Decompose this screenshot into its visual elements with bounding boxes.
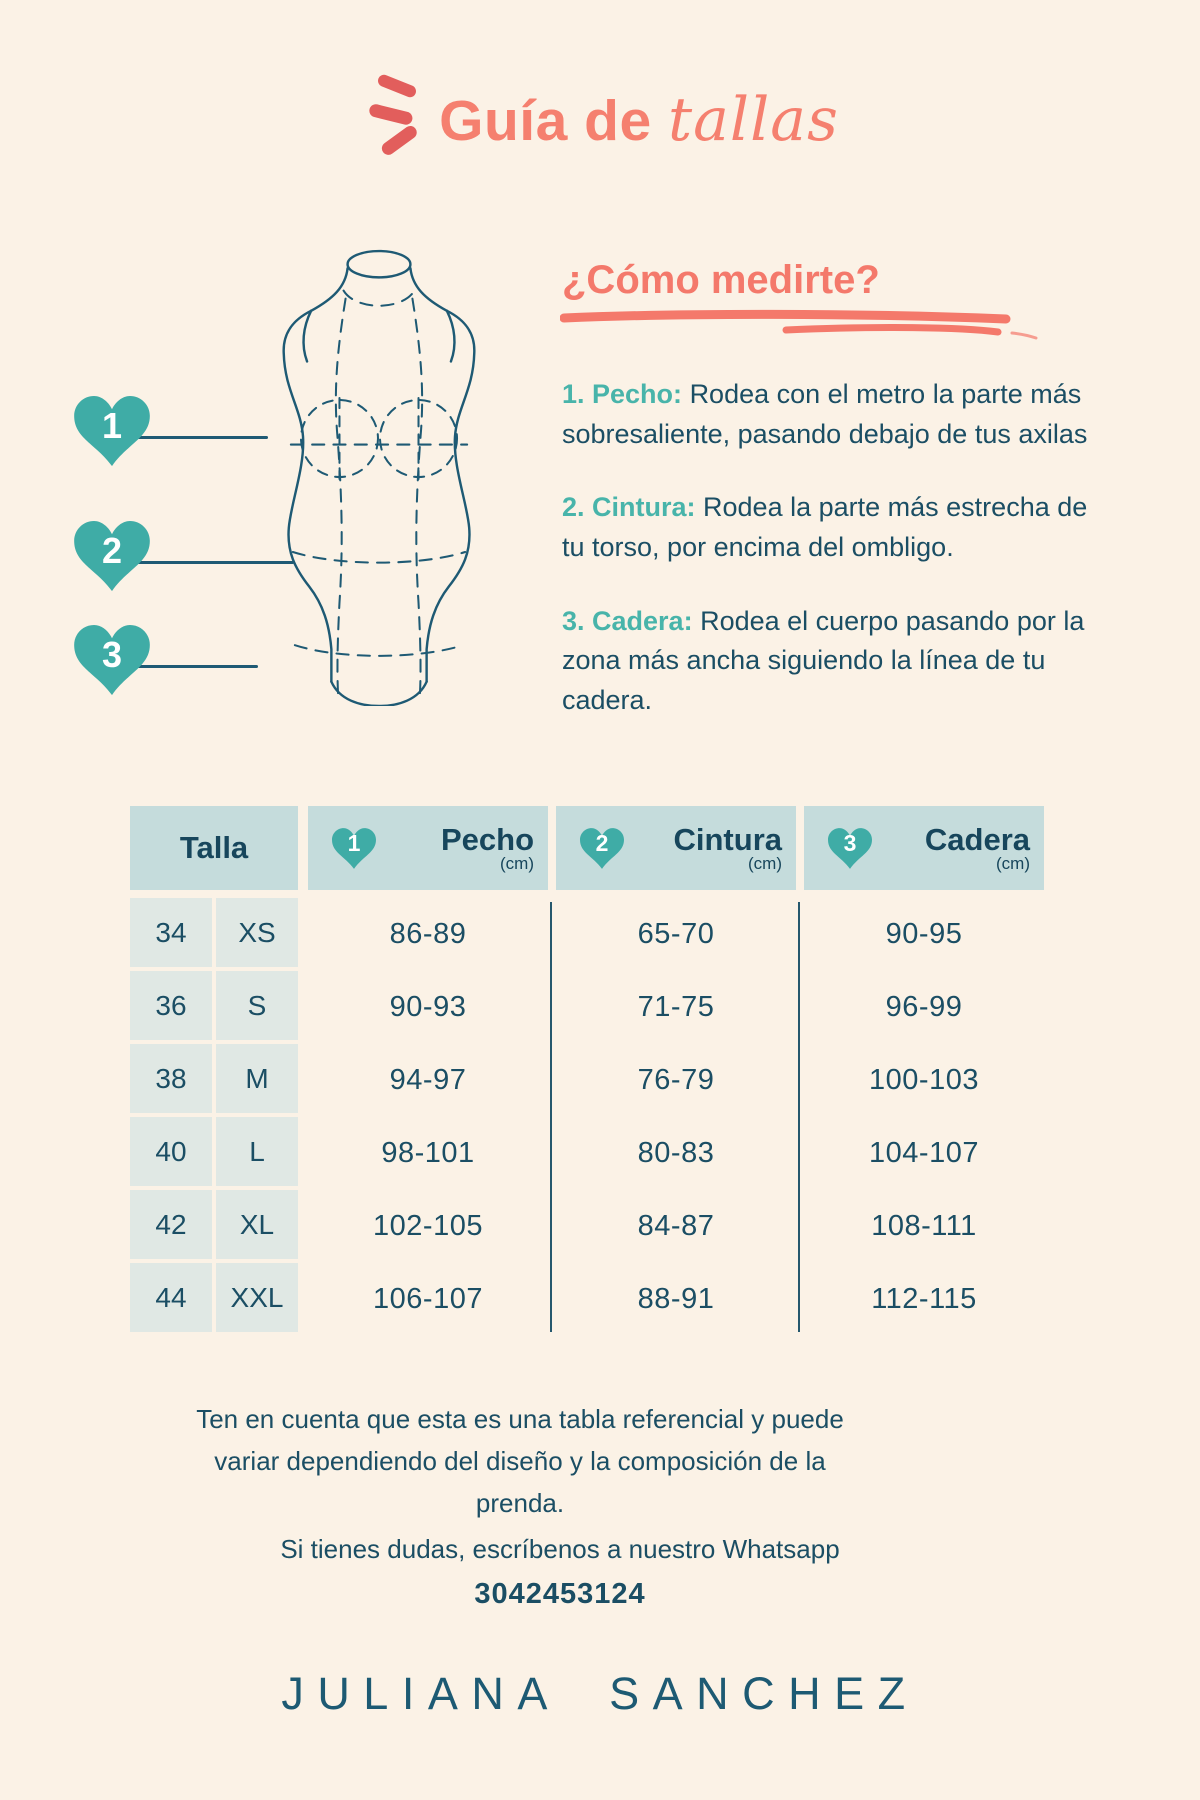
heart-number: 1: [347, 830, 361, 856]
instruction-cintura: 2. Cintura: Rodea la parte más estrecha …: [562, 488, 1092, 567]
heart-icon-1: 1: [332, 827, 376, 869]
cintura-cell: 84-87: [637, 1210, 715, 1242]
disclaimer-note: Ten en cuenta que esta es una tabla refe…: [196, 1404, 844, 1519]
cintura-cell: 76-79: [637, 1064, 715, 1096]
heart-icon: [74, 396, 150, 467]
heart-marker-2-number: 2: [101, 529, 123, 571]
column-divider: [550, 902, 552, 1332]
column-label-cintura: Cintura: [673, 821, 783, 857]
heart-marker-2: 2: [74, 521, 150, 596]
instruction-cadera: 3. Cadera: Rodea el cuerpo pasando por l…: [562, 602, 1092, 721]
cadera-cell: 100-103: [869, 1064, 979, 1096]
column-unit-pecho: (cm): [500, 853, 534, 873]
heart-number: 3: [843, 830, 857, 856]
table-row: 34 XS 86-89 65-70 90-95: [130, 898, 1044, 971]
table-row: 44 XXL 106-107 88-91 112-115: [130, 1263, 1044, 1336]
cadera-cell: 90-95: [885, 918, 963, 950]
heart-marker-3: 3: [74, 625, 150, 700]
size-number-cell: 38: [130, 1044, 212, 1113]
heart-marker-3-number: 3: [101, 633, 123, 675]
instruction-pecho: 1. Pecho: Rodea con el metro la parte má…: [562, 375, 1092, 454]
heart-icon-3: 3: [828, 827, 872, 869]
page-title-italic: tallas: [668, 85, 839, 155]
column-divider: [798, 902, 800, 1332]
instruction-cadera-label: 3. Cadera:: [562, 605, 693, 636]
instruction-cintura-text: Rodea la parte más estrecha de tu torso,…: [562, 492, 1088, 563]
table-row: 38 M 94-97 76-79 100-103: [130, 1044, 1044, 1117]
column-header-cadera: 3 Cadera (cm): [804, 806, 1044, 890]
pointer-line-1: [134, 436, 268, 439]
size-number-cell: 42: [130, 1190, 212, 1259]
size-letter-cell: S: [216, 971, 298, 1040]
size-letter-cell: XL: [216, 1190, 298, 1259]
pecho-cell: 86-89: [389, 918, 467, 950]
page-header: Guía de tallas: [0, 74, 1200, 164]
cintura-cell: 88-91: [637, 1283, 715, 1315]
size-table: Talla 1 Pecho (cm) 2 Cintura (cm) 3 Cadera…: [130, 806, 1044, 1336]
table-row: 42 XL 102-105 84-87 108-111: [130, 1190, 1044, 1263]
pointer-line-3: [134, 665, 258, 668]
whatsapp-phone-number: 3042453124: [474, 1578, 646, 1610]
cintura-cell: 80-83: [637, 1137, 715, 1169]
heart-marker-1-number: 1: [101, 404, 123, 446]
size-letter-cell: L: [216, 1117, 298, 1186]
page-title-bold: Guía de: [439, 89, 652, 153]
pecho-cell: 90-93: [389, 991, 467, 1023]
whatsapp-line: Si tienes dudas, escríbenos a nuestro Wh…: [280, 1534, 840, 1564]
size-letter-cell: XXL: [216, 1263, 298, 1332]
cadera-cell: 108-111: [871, 1210, 977, 1242]
pecho-cell: 94-97: [389, 1064, 467, 1096]
size-table-header: Talla 1 Pecho (cm) 2 Cintura (cm) 3 Cadera…: [130, 806, 1044, 890]
how-to-measure-heading: ¿Cómo medirte?: [562, 258, 880, 302]
heart-icon: [74, 625, 150, 696]
column-label-cadera: Cadera: [924, 821, 1030, 857]
cintura-cell: 65-70: [637, 918, 715, 950]
size-table-body: 34 XS 86-89 65-70 90-95 36 S 90-93 71-75…: [130, 898, 1044, 1336]
size-number-cell: 40: [130, 1117, 212, 1186]
instruction-pecho-text: Rodea con el metro la parte más sobresal…: [562, 379, 1088, 449]
pecho-cell: 106-107: [373, 1283, 483, 1315]
column-unit-cadera: (cm): [996, 853, 1030, 873]
heart-marker-1: 1: [74, 396, 150, 471]
column-header-pecho: 1 Pecho (cm): [308, 806, 548, 890]
size-number-cell: 36: [130, 971, 212, 1040]
how-to-measure-section: ¿Cómo medirte? 1. Pecho: Rodea con el me…: [560, 258, 1092, 721]
table-row: 40 L 98-101 80-83 104-107: [130, 1117, 1044, 1190]
pecho-cell: 102-105: [373, 1210, 483, 1242]
table-row: 36 S 90-93 71-75 96-99: [130, 971, 1044, 1044]
heart-icon: [74, 521, 150, 592]
heading-underline-stroke: [560, 309, 1038, 340]
brand-mark-icon: [369, 74, 417, 155]
size-letter-cell: XS: [216, 898, 298, 967]
column-header-cintura: 2 Cintura (cm): [556, 806, 796, 890]
cadera-cell: 96-99: [885, 991, 963, 1023]
cadera-cell: 112-115: [871, 1283, 977, 1315]
mannequin-illustration: [282, 249, 476, 706]
instruction-cadera-text: Rodea el cuerpo pasando por la zona más …: [562, 605, 1085, 716]
column-header-talla: Talla: [130, 806, 298, 890]
cadera-cell: 104-107: [869, 1137, 979, 1169]
page-title: Guía de tallas: [439, 85, 839, 155]
heart-number: 2: [595, 830, 609, 856]
brand-name: JULIANA SANCHEZ: [281, 1668, 919, 1719]
size-number-cell: 44: [130, 1263, 212, 1332]
instruction-pecho-label: 1. Pecho:: [562, 379, 683, 409]
pointer-line-2: [134, 561, 294, 564]
pecho-cell: 98-101: [381, 1137, 475, 1169]
heart-icon-2: 2: [580, 827, 624, 869]
column-label-pecho: Pecho: [440, 821, 534, 857]
size-number-cell: 34: [130, 898, 212, 967]
size-letter-cell: M: [216, 1044, 298, 1113]
instruction-cintura-label: 2. Cintura:: [562, 492, 696, 523]
column-unit-cintura: (cm): [748, 853, 782, 873]
cintura-cell: 71-75: [637, 991, 715, 1023]
